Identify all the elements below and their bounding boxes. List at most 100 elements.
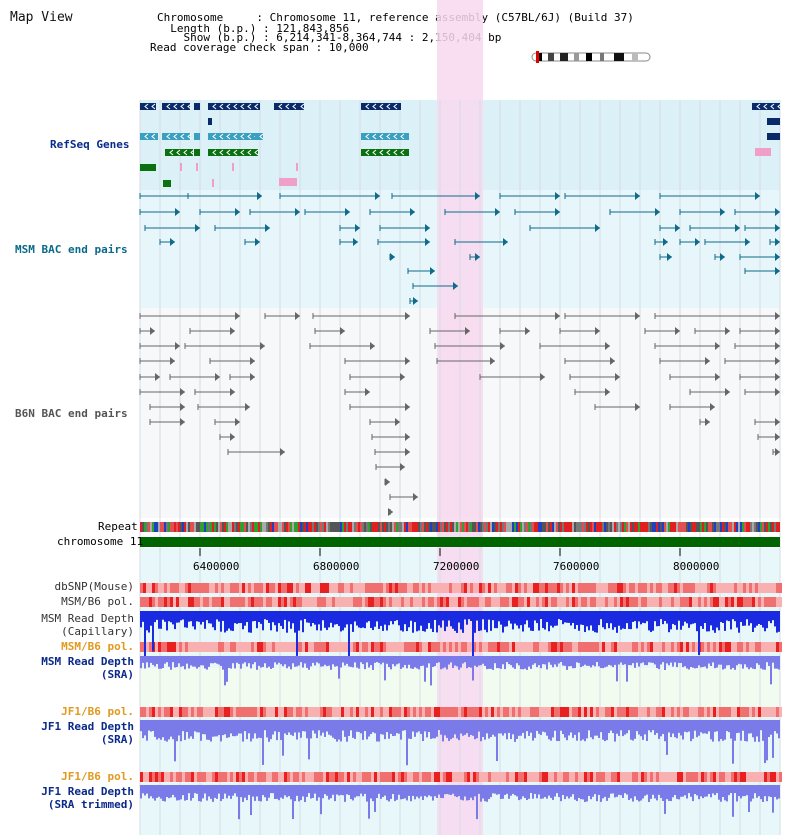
msm-depth-capillary-bar — [342, 611, 344, 631]
msm-b6-pol-heat-cell — [695, 597, 698, 607]
jf1-depth-trimmed-bar — [422, 785, 424, 801]
jf1-depth-sra-bar — [140, 720, 142, 732]
jf1-b6-pol-2-heat-cell — [596, 772, 599, 782]
msm-bac-pair-end — [175, 208, 180, 216]
repeat-segment — [464, 522, 466, 532]
repeat-segment — [676, 522, 678, 532]
msm-b6-pol-2-heat-cell — [710, 642, 713, 652]
jf1-depth-sra-bar — [432, 720, 434, 739]
msm-depth-sra-bar — [376, 656, 378, 663]
repeat-segment — [484, 522, 486, 532]
msm-bac-pair-end — [475, 192, 480, 200]
msm-b6-pol-2-heat-cell — [506, 642, 509, 652]
dbsnp-heat-cell — [329, 583, 332, 593]
msm-depth-capillary-bar — [532, 611, 534, 631]
jf1-depth-sra-bar — [242, 720, 244, 742]
msm-depth-capillary-bar — [582, 611, 584, 626]
msm-depth-sra-bar — [456, 656, 458, 667]
jf1-depth-sra-bar — [758, 720, 760, 742]
jf1-b6-pol-2-heat-cell — [713, 772, 716, 782]
msm-b6-pol-heat-cell — [584, 597, 587, 607]
msm-depth-sra-bar — [406, 656, 408, 669]
jf1-b6-pol-2-heat-cell — [350, 772, 353, 782]
jf1-depth-sra-bar — [162, 720, 164, 738]
repeat-segment — [198, 522, 200, 532]
msm-depth-sra-bar — [544, 656, 546, 665]
jf1-depth-sra-bar — [484, 720, 486, 740]
dbsnp-heat-cell — [527, 583, 530, 593]
msm-depth-capillary-bar — [368, 611, 370, 622]
jf1-b6-pol-1-heat-cell — [584, 707, 587, 717]
jf1-depth-trimmed-bar — [688, 785, 690, 794]
jf1-depth-sra-bar — [754, 720, 756, 742]
jf1-b6-pol-2-heat-cell — [431, 772, 434, 782]
jf1-b6-pol-2-heat-cell — [662, 772, 665, 782]
dbsnp-heat-cell — [452, 583, 455, 593]
msm-b6-pol-2-heat-cell — [677, 642, 680, 652]
msm-b6-pol-heat-cell — [551, 597, 554, 607]
jf1-depth-trimmed-bar — [216, 785, 218, 799]
msm-depth-sra-bar — [200, 656, 202, 666]
jf1-depth-sra-bar — [478, 720, 480, 732]
jf1-depth-sra-bar — [660, 720, 662, 737]
msm-depth-sra-bar — [280, 656, 282, 665]
msm-b6-pol-2-heat-cell — [395, 642, 398, 652]
dbsnp-heat-cell — [749, 583, 752, 593]
jf1-depth-trimmed-bar — [354, 785, 356, 798]
jf1-b6-pol-1-heat-cell — [341, 707, 344, 717]
b6n-bac-pair-end — [405, 357, 410, 365]
jf1-depth-sra-bar — [714, 720, 716, 732]
jf1-b6-pol-2-heat-cell — [548, 772, 551, 782]
jf1-depth-trimmed-bar — [400, 785, 402, 800]
jf1-b6-pol-2-heat-cell — [530, 772, 533, 782]
jf1-b6-pol-1-heat-cell — [308, 707, 311, 717]
jf1-depth-trimmed-bar — [778, 785, 780, 799]
msm-b6-pol-heat-cell — [494, 597, 497, 607]
repeat-segment — [720, 522, 722, 532]
repeat-segment — [482, 522, 484, 532]
msm-b6-pol-2-heat-cell — [647, 642, 650, 652]
repeat-segment — [738, 522, 740, 532]
msm-depth-sra-bar — [486, 656, 488, 670]
track-label-msm-depth-capillary: MSM Read Depth — [41, 612, 134, 625]
msm-b6-pol-2-heat-cell — [482, 642, 485, 652]
msm-depth-sra-bar — [232, 656, 234, 664]
msm-b6-pol-heat-cell — [755, 597, 758, 607]
jf1-b6-pol-1-heat-cell — [545, 707, 548, 717]
repeat-segment — [728, 522, 730, 532]
msm-depth-sra-bar — [756, 656, 758, 664]
repeat-segment — [236, 522, 238, 532]
msm-b6-pol-2-heat-cell — [491, 642, 494, 652]
refseq-gene-navy-arrow — [240, 103, 245, 110]
msm-depth-sra-bar — [264, 656, 266, 664]
repeat-segment — [736, 522, 738, 532]
jf1-depth-sra-bar — [728, 720, 730, 733]
msm-depth-sra-bar — [292, 656, 294, 664]
msm-depth-sra-bar — [582, 656, 584, 667]
dbsnp-heat-cell — [158, 583, 161, 593]
jf1-depth-sra-bar — [292, 720, 294, 736]
msm-depth-sra-bar — [600, 656, 602, 669]
jf1-b6-pol-2-heat-cell — [437, 772, 440, 782]
refseq-gene-teal-arrow — [166, 133, 171, 140]
jf1-depth-sra-bar — [200, 720, 202, 741]
jf1-depth-sra-bar — [394, 720, 396, 736]
msm-depth-capillary-bar — [594, 611, 596, 633]
dbsnp-heat-cell — [593, 583, 596, 593]
msm-depth-sra-bar — [740, 656, 742, 665]
jf1-depth-sra-bar — [688, 720, 690, 732]
jf1-b6-pol-2-heat-cell — [335, 772, 338, 782]
jf1-b6-pol-2-heat-cell — [203, 772, 206, 782]
msm-depth-capillary-bar — [522, 611, 524, 632]
msm-bac-pair-end — [755, 192, 760, 200]
msm-depth-sra-bar — [218, 656, 220, 665]
repeat-segment — [470, 522, 472, 532]
repeat-segment — [194, 522, 196, 532]
refseq-gene-teal-arrow — [379, 133, 384, 140]
repeat-segment — [420, 522, 422, 532]
msm-depth-capillary-bar — [232, 611, 234, 631]
msm-b6-pol-heat-cell — [215, 597, 218, 607]
msm-b6-pol-heat-cell — [401, 597, 404, 607]
jf1-b6-pol-1-heat-cell — [761, 707, 764, 717]
